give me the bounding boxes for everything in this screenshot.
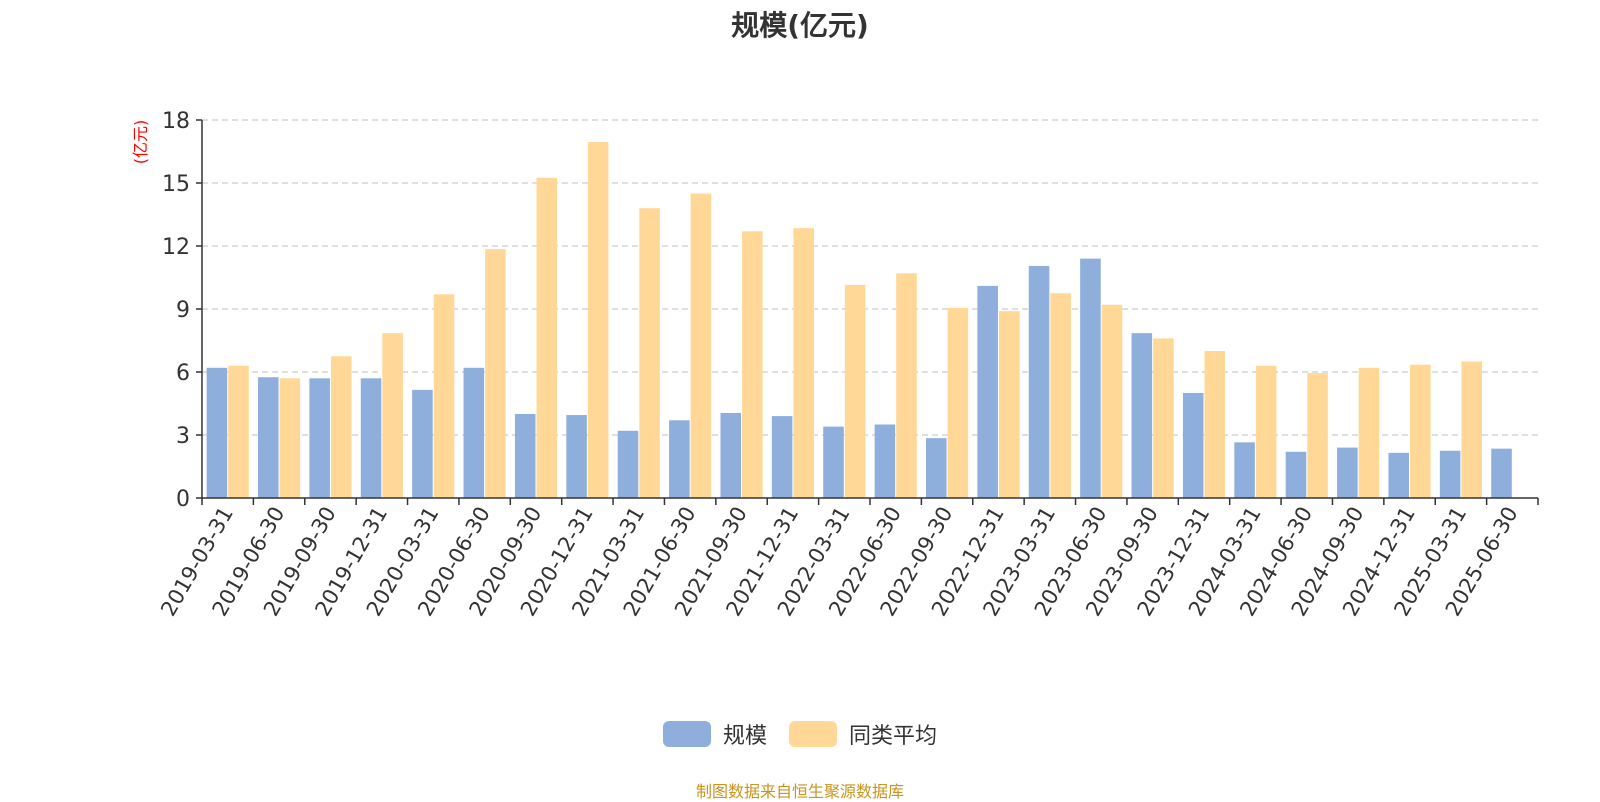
bar-peer-average-2021-12-31[interactable] [793, 228, 814, 498]
bar-scale-2023-03-31[interactable] [1028, 265, 1050, 498]
y-tick-label: 9 [176, 298, 190, 323]
bar-scale-2021-03-31[interactable] [617, 430, 639, 498]
bar-peer-average-2020-06-30[interactable] [485, 249, 506, 498]
bar-peer-average-2022-03-31[interactable] [844, 284, 866, 498]
bar-peer-average-2020-12-31[interactable] [587, 142, 609, 499]
bar-scale-2021-12-31[interactable] [771, 416, 793, 498]
y-tick-label: 18 [162, 109, 190, 134]
y-tick-label: 0 [176, 487, 190, 512]
bar-peer-average-2021-03-31[interactable] [639, 208, 660, 498]
bar-peer-average-2019-03-31[interactable] [228, 365, 249, 498]
bar-peer-average-2021-09-30[interactable] [742, 231, 763, 499]
bar-scale-2025-06-30[interactable] [1491, 448, 1512, 498]
bar-scale-2024-03-31[interactable] [1234, 442, 1255, 498]
y-tick-label: 6 [176, 361, 190, 386]
bar-scale-2020-03-31[interactable] [412, 389, 433, 498]
bar-peer-average-2019-09-30[interactable] [330, 356, 352, 498]
bar-peer-average-2023-06-30[interactable] [1101, 304, 1123, 498]
bar-peer-average-2024-12-31[interactable] [1410, 364, 1431, 498]
chart-title: 规模(亿元) [731, 9, 869, 42]
bar-scale-2019-06-30[interactable] [258, 377, 279, 498]
bar-peer-average-2021-06-30[interactable] [690, 193, 712, 499]
bar-scale-2020-06-30[interactable] [463, 367, 485, 498]
legend-label-peer-average: 同类平均 [849, 724, 938, 749]
bar-scale-2024-09-30[interactable] [1337, 447, 1358, 498]
y-tick-label: 3 [176, 424, 190, 449]
bar-peer-average-2023-09-30[interactable] [1153, 338, 1174, 498]
bar-peer-average-2025-03-31[interactable] [1461, 361, 1482, 499]
bar-peer-average-2023-03-31[interactable] [1050, 293, 1071, 498]
legend-item-peer-average[interactable]: 同类平均 [789, 718, 937, 750]
bar-scale-2021-09-30[interactable] [720, 412, 742, 498]
bar-peer-average-2019-06-30[interactable] [279, 378, 301, 498]
bar-peer-average-2022-06-30[interactable] [896, 273, 917, 498]
bar-scale-2024-12-31[interactable] [1388, 452, 1410, 498]
bar-scale-2022-06-30[interactable] [874, 424, 896, 499]
bar-scale-2020-12-31[interactable] [566, 415, 587, 498]
bar-peer-average-2024-03-31[interactable] [1255, 365, 1277, 498]
y-axis-label: (亿元) [131, 120, 150, 165]
y-tick-label: 12 [162, 235, 190, 260]
bar-scale-2019-09-30[interactable] [309, 378, 330, 498]
bar-peer-average-2024-09-30[interactable] [1358, 367, 1380, 498]
bar-scale-2019-03-31[interactable] [206, 367, 228, 498]
bar-scale-2022-09-30[interactable] [926, 438, 947, 498]
bar-scale-2025-03-31[interactable] [1439, 450, 1461, 498]
bar-peer-average-2020-09-30[interactable] [536, 177, 558, 498]
legend-item-scale[interactable]: 规模 [662, 718, 767, 750]
bar-scale-2024-06-30[interactable] [1285, 451, 1307, 498]
source-note: 制图数据来自恒生聚源数据库 [695, 782, 904, 801]
bar-peer-average-2024-06-30[interactable] [1307, 373, 1328, 498]
bar-scale-2022-12-31[interactable] [977, 285, 998, 498]
bar-peer-average-2023-12-31[interactable] [1204, 351, 1226, 498]
bars [206, 142, 1512, 499]
legend-swatch-scale [662, 721, 711, 747]
bar-peer-average-2019-12-31[interactable] [382, 333, 403, 498]
bar-scale-2021-06-30[interactable] [669, 420, 690, 498]
legend: 规模 同类平均 [0, 718, 1600, 750]
bar-scale-2019-12-31[interactable] [360, 378, 382, 498]
bar-scale-2020-09-30[interactable] [514, 414, 536, 498]
legend-label-scale: 规模 [722, 724, 767, 749]
bar-peer-average-2020-03-31[interactable] [433, 294, 455, 498]
bar-peer-average-2022-09-30[interactable] [947, 307, 969, 498]
bar-scale-2022-03-31[interactable] [823, 426, 844, 498]
bar-scale-2023-06-30[interactable] [1080, 258, 1101, 498]
bar-peer-average-2022-12-31[interactable] [998, 311, 1020, 498]
legend-swatch-peer-average [789, 721, 837, 747]
bar-scale-2023-09-30[interactable] [1131, 333, 1153, 498]
bar-scale-2023-12-31[interactable] [1182, 393, 1204, 498]
y-tick-label: 15 [162, 172, 190, 197]
